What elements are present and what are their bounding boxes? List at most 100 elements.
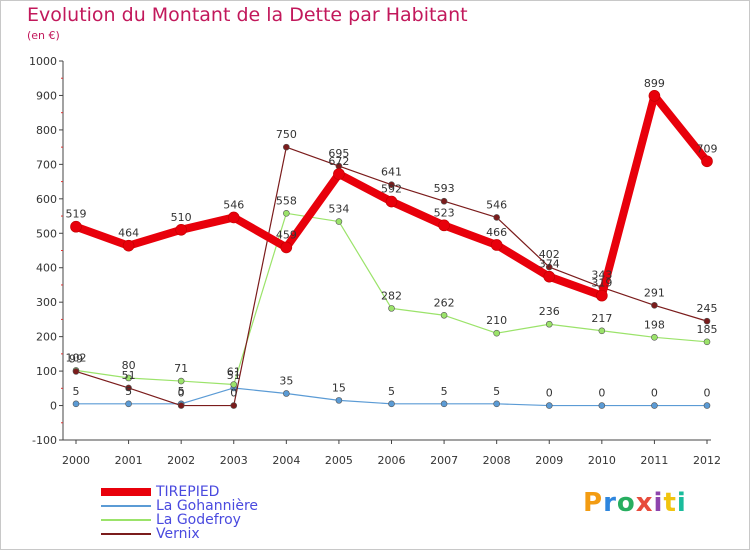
data-label: 0 bbox=[178, 387, 185, 400]
data-label: 245 bbox=[697, 302, 718, 315]
legend-label: La Gohannière bbox=[156, 498, 259, 514]
data-label: 534 bbox=[328, 203, 349, 216]
data-point bbox=[440, 311, 448, 319]
data-label: 102 bbox=[66, 351, 87, 364]
data-label: 210 bbox=[486, 314, 507, 327]
x-tick-label: 2011 bbox=[640, 454, 668, 467]
data-point bbox=[72, 400, 80, 408]
y-tick-label: 200 bbox=[36, 331, 57, 344]
logo-letter: i bbox=[676, 488, 687, 518]
x-tick-label: 2008 bbox=[483, 454, 511, 467]
data-point bbox=[438, 219, 450, 232]
data-point bbox=[388, 181, 395, 188]
y-tick-label: 500 bbox=[36, 227, 57, 240]
data-point bbox=[545, 402, 553, 409]
data-point bbox=[335, 218, 343, 225]
data-point bbox=[125, 374, 132, 382]
data-label: 466 bbox=[486, 226, 507, 239]
data-label: 99 bbox=[69, 352, 83, 365]
data-label: 185 bbox=[697, 323, 718, 336]
logo-letter: P bbox=[583, 488, 604, 518]
data-point bbox=[70, 220, 82, 233]
data-point bbox=[333, 168, 345, 180]
data-label: 51 bbox=[122, 369, 136, 382]
data-label: 35 bbox=[279, 374, 293, 387]
data-point bbox=[230, 402, 238, 409]
data-label: 15 bbox=[332, 381, 346, 394]
series-line-tirepied bbox=[72, 91, 711, 300]
legend-swatch bbox=[101, 519, 151, 521]
logo-letter: i bbox=[653, 488, 664, 518]
x-tick-label: 2012 bbox=[693, 454, 721, 467]
x-tick-label: 2004 bbox=[272, 454, 300, 467]
data-label: 5 bbox=[125, 385, 132, 398]
data-point bbox=[703, 338, 711, 346]
data-point bbox=[280, 241, 293, 254]
chart-title: Evolution du Montant de la Dette par Hab… bbox=[27, 4, 468, 26]
data-label: 695 bbox=[328, 147, 349, 160]
data-point bbox=[175, 224, 187, 236]
data-point bbox=[283, 209, 290, 217]
data-point bbox=[651, 334, 658, 341]
y-tick-label: 900 bbox=[36, 89, 57, 102]
legend: TIREPIED La Gohannière La Godefroy Vernix bbox=[101, 485, 258, 541]
data-point bbox=[651, 402, 658, 409]
data-point bbox=[651, 301, 658, 309]
data-label: 61 bbox=[227, 366, 241, 379]
x-tick-label: 2002 bbox=[167, 454, 195, 467]
data-point bbox=[335, 397, 343, 404]
data-point bbox=[125, 400, 132, 408]
data-label: 262 bbox=[434, 296, 455, 309]
legend-item: Vernix bbox=[101, 527, 258, 541]
data-point bbox=[177, 377, 185, 385]
data-point bbox=[493, 214, 500, 221]
data-label: 402 bbox=[539, 248, 560, 261]
data-point bbox=[701, 155, 713, 168]
data-label: 641 bbox=[381, 166, 402, 179]
legend-swatch bbox=[101, 488, 151, 496]
data-label: 546 bbox=[223, 198, 244, 211]
legend-label: La Godefroy bbox=[156, 512, 241, 528]
data-point bbox=[177, 402, 185, 409]
data-label: 374 bbox=[539, 258, 560, 271]
data-label: 236 bbox=[539, 305, 560, 318]
data-label: 291 bbox=[644, 286, 665, 299]
data-label: 519 bbox=[66, 208, 87, 221]
chart-subtitle: (en €) bbox=[27, 29, 60, 42]
x-tick-label: 2010 bbox=[588, 454, 616, 467]
data-point bbox=[596, 289, 608, 302]
data-point bbox=[388, 305, 395, 312]
x-tick-label: 2000 bbox=[62, 454, 90, 467]
y-tick-label: 700 bbox=[36, 158, 57, 171]
data-label: 217 bbox=[591, 312, 612, 325]
y-tick-label: 400 bbox=[36, 262, 57, 275]
data-label: 51 bbox=[227, 369, 241, 382]
logo-letter: o bbox=[616, 488, 636, 518]
logo-letter: r bbox=[603, 488, 617, 518]
axes: -100010020030040050060070080090010002000… bbox=[29, 55, 721, 467]
x-tick-label: 2003 bbox=[220, 454, 248, 467]
x-tick-label: 2005 bbox=[325, 454, 353, 467]
data-point bbox=[493, 329, 500, 337]
data-label: 0 bbox=[651, 387, 658, 400]
legend-label: Vernix bbox=[156, 526, 200, 542]
data-point bbox=[72, 368, 80, 375]
data-label: 5 bbox=[441, 385, 448, 398]
y-tick-label: -100 bbox=[32, 434, 57, 447]
data-point bbox=[648, 89, 661, 102]
data-point bbox=[283, 390, 290, 397]
y-tick-label: 800 bbox=[36, 124, 57, 137]
data-label: 593 bbox=[434, 182, 455, 195]
legend-swatch bbox=[101, 505, 151, 507]
data-point bbox=[283, 143, 290, 151]
x-tick-label: 2007 bbox=[430, 454, 458, 467]
logo-letter: x bbox=[635, 488, 654, 518]
data-point bbox=[440, 400, 448, 408]
data-point bbox=[440, 197, 448, 205]
proxiti-logo: Proxiti bbox=[583, 488, 687, 518]
legend-swatch bbox=[101, 533, 151, 535]
y-tick-label: 100 bbox=[36, 365, 57, 378]
data-label: 523 bbox=[434, 206, 455, 219]
